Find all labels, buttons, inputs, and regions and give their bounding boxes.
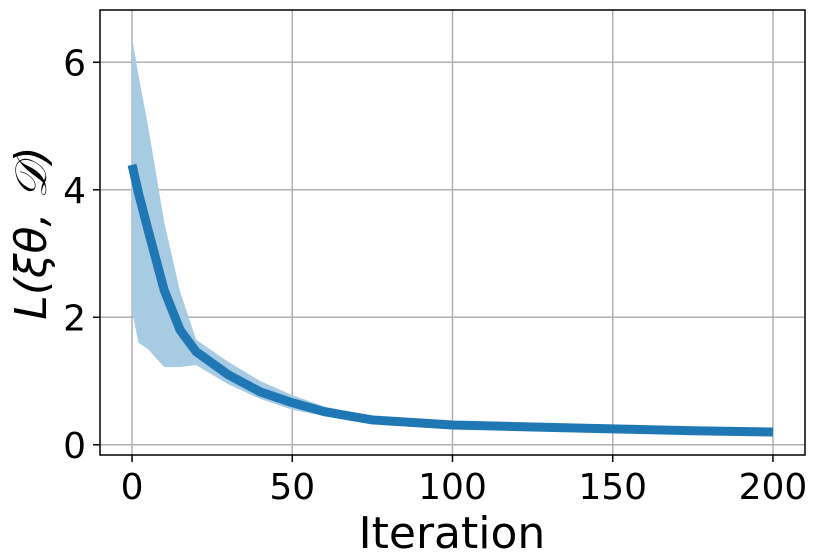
x-tick-label: 100 bbox=[418, 467, 487, 508]
y-tick-label: 2 bbox=[63, 298, 86, 339]
y-tick-label: 0 bbox=[63, 426, 86, 467]
y-tick-label: 4 bbox=[63, 171, 86, 212]
x-tick-label: 0 bbox=[121, 467, 144, 508]
y-tick-label: 6 bbox=[63, 43, 86, 84]
y-axis-label: L(ξθ, 𝒟) bbox=[6, 146, 57, 319]
plot-frame bbox=[99, 9, 806, 456]
mean-line bbox=[127, 163, 774, 437]
x-tick-label: 150 bbox=[578, 467, 647, 508]
x-tick-label: 50 bbox=[269, 467, 315, 508]
x-tick-label: 200 bbox=[739, 467, 808, 508]
x-axis-label: Iteration bbox=[359, 508, 546, 554]
